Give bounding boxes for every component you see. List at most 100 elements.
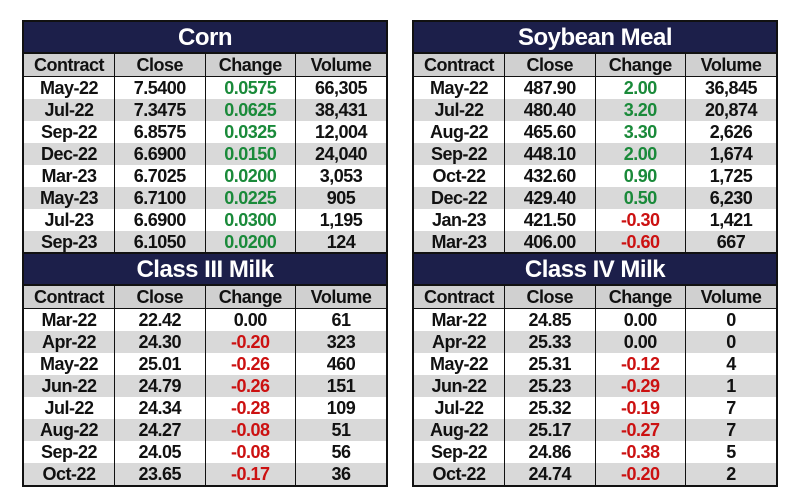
- change-cell: -0.60: [594, 231, 686, 253]
- table-row: May-22 7.5400 0.0575 66,305: [24, 76, 386, 99]
- table-row: Jun-22 24.79 -0.26 151: [24, 375, 386, 397]
- table-row: Oct-22 432.60 0.90 1,725: [414, 165, 776, 187]
- change-cell: 0.0225: [204, 187, 296, 209]
- contract-cell: May-22: [24, 76, 115, 99]
- volume-cell: 5: [685, 441, 776, 463]
- table-row: Mar-22 22.42 0.00 61: [24, 308, 386, 331]
- table-row: Mar-22 24.85 0.00 0: [414, 308, 776, 331]
- class-iv-milk-panel: Class IV Milk Contract Close Change Volume Ma…: [412, 252, 778, 487]
- close-cell: 421.50: [504, 209, 596, 231]
- close-cell: 6.8575: [114, 121, 206, 143]
- column-header-close: Close: [504, 54, 596, 77]
- column-header-contract: Contract: [414, 54, 505, 77]
- table-row: Apr-22 24.30 -0.20 323: [24, 331, 386, 353]
- table-row: Sep-22 24.86 -0.38 5: [414, 441, 776, 463]
- header-row: Contract Close Change Volume: [24, 54, 386, 77]
- table-row: Oct-22 23.65 -0.17 36: [24, 463, 386, 485]
- close-cell: 25.32: [504, 397, 596, 419]
- contract-cell: Jul-22: [24, 397, 115, 419]
- volume-cell: 20,874: [685, 99, 776, 121]
- contract-cell: Oct-22: [414, 165, 505, 187]
- change-cell: -0.28: [204, 397, 296, 419]
- volume-cell: 1,674: [685, 143, 776, 165]
- change-cell: 0.0300: [204, 209, 296, 231]
- close-cell: 432.60: [504, 165, 596, 187]
- column-header-close: Close: [114, 286, 206, 309]
- contract-cell: Mar-22: [24, 308, 115, 331]
- change-cell: -0.08: [204, 419, 296, 441]
- table-row: Oct-22 24.74 -0.20 2: [414, 463, 776, 485]
- contract-cell: Jan-23: [414, 209, 505, 231]
- change-cell: 0.0200: [204, 165, 296, 187]
- change-cell: -0.26: [204, 375, 296, 397]
- change-cell: -0.19: [594, 397, 686, 419]
- change-cell: 0.00: [594, 331, 686, 353]
- table-row: Apr-22 25.33 0.00 0: [414, 331, 776, 353]
- quotes-table: Contract Close Change Volume Mar-22 24.85 0.00…: [414, 286, 776, 485]
- close-cell: 25.23: [504, 375, 596, 397]
- column-header-change: Change: [594, 286, 686, 309]
- close-cell: 25.01: [114, 353, 206, 375]
- quotes-table: Contract Close Change Volume May-22 487.90 2.0…: [414, 54, 776, 253]
- table-row: Jul-22 24.34 -0.28 109: [24, 397, 386, 419]
- close-cell: 24.05: [114, 441, 206, 463]
- close-cell: 406.00: [504, 231, 596, 253]
- close-cell: 24.30: [114, 331, 206, 353]
- column-header-volume: Volume: [295, 54, 386, 77]
- close-cell: 24.85: [504, 308, 596, 331]
- volume-cell: 0: [685, 308, 776, 331]
- close-cell: 6.1050: [114, 231, 206, 253]
- change-cell: 3.30: [594, 121, 686, 143]
- quotes-table: Contract Close Change Volume May-22 7.5400 0.0…: [24, 54, 386, 253]
- header-row: Contract Close Change Volume: [414, 286, 776, 309]
- change-cell: -0.12: [594, 353, 686, 375]
- table-row: Mar-23 6.7025 0.0200 3,053: [24, 165, 386, 187]
- close-cell: 25.31: [504, 353, 596, 375]
- column-header-volume: Volume: [685, 286, 776, 309]
- contract-cell: Mar-23: [414, 231, 505, 253]
- volume-cell: 56: [295, 441, 386, 463]
- volume-cell: 1: [685, 375, 776, 397]
- volume-cell: 3,053: [295, 165, 386, 187]
- volume-cell: 151: [295, 375, 386, 397]
- table-row: Sep-22 6.8575 0.0325 12,004: [24, 121, 386, 143]
- table-row: Sep-23 6.1050 0.0200 124: [24, 231, 386, 253]
- contract-cell: Sep-22: [24, 441, 115, 463]
- column-header-volume: Volume: [295, 286, 386, 309]
- change-cell: -0.08: [204, 441, 296, 463]
- change-cell: -0.26: [204, 353, 296, 375]
- volume-cell: 1,195: [295, 209, 386, 231]
- contract-cell: Oct-22: [24, 463, 115, 485]
- close-cell: 465.60: [504, 121, 596, 143]
- close-cell: 24.74: [504, 463, 596, 485]
- column-header-contract: Contract: [414, 286, 505, 309]
- volume-cell: 36: [295, 463, 386, 485]
- volume-cell: 667: [685, 231, 776, 253]
- change-cell: -0.17: [204, 463, 296, 485]
- contract-cell: Dec-22: [414, 187, 505, 209]
- change-cell: -0.27: [594, 419, 686, 441]
- volume-cell: 323: [295, 331, 386, 353]
- contract-cell: Mar-22: [414, 308, 505, 331]
- close-cell: 429.40: [504, 187, 596, 209]
- volume-cell: 7: [685, 397, 776, 419]
- contract-cell: May-22: [24, 353, 115, 375]
- contract-cell: Dec-22: [24, 143, 115, 165]
- contract-cell: Jun-22: [414, 375, 505, 397]
- header-row: Contract Close Change Volume: [414, 54, 776, 77]
- column-header-volume: Volume: [685, 54, 776, 77]
- close-cell: 23.65: [114, 463, 206, 485]
- contract-cell: Aug-22: [24, 419, 115, 441]
- change-cell: 2.00: [594, 76, 686, 99]
- contract-cell: Jun-22: [24, 375, 115, 397]
- contract-cell: Jul-22: [414, 99, 505, 121]
- volume-cell: 7: [685, 419, 776, 441]
- volume-cell: 460: [295, 353, 386, 375]
- column-header-close: Close: [114, 54, 206, 77]
- table-row: Aug-22 25.17 -0.27 7: [414, 419, 776, 441]
- class-iii-milk-panel: Class III Milk Contract Close Change Volume M…: [22, 252, 388, 487]
- change-cell: 3.20: [594, 99, 686, 121]
- close-cell: 7.3475: [114, 99, 206, 121]
- table-title: Soybean Meal: [414, 22, 776, 54]
- column-header-contract: Contract: [24, 54, 115, 77]
